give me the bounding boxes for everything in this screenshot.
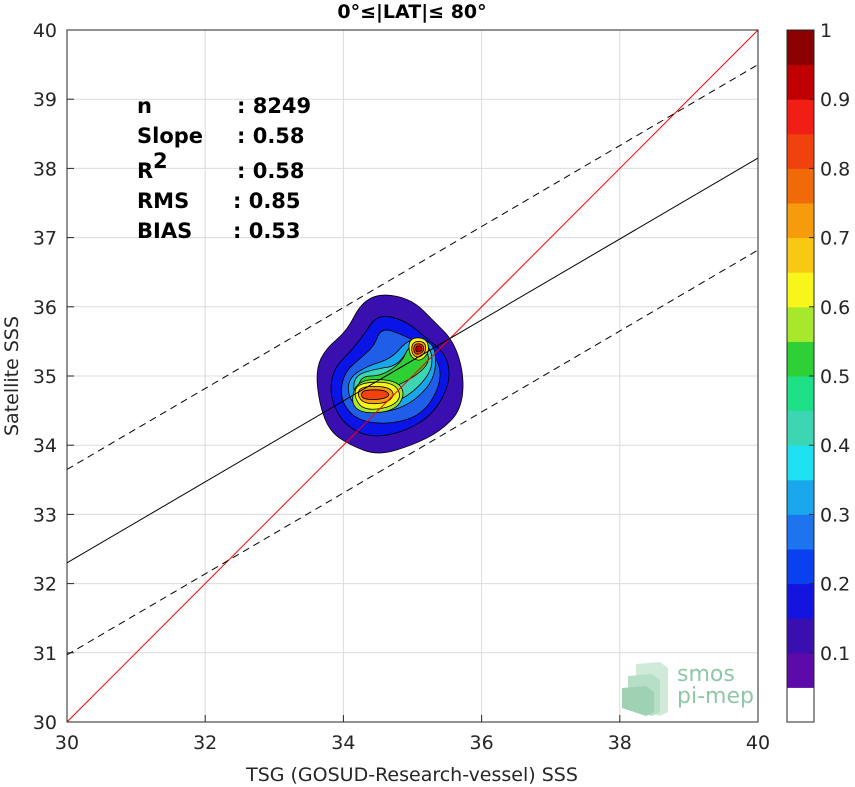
stat-value: : 0.58	[237, 124, 305, 148]
colorbar-band	[787, 376, 814, 412]
colorbar-band	[787, 237, 814, 273]
colorbar-band	[787, 479, 814, 515]
colorbar-tick-label: 0.5	[820, 366, 850, 388]
stat-superscript: 2	[153, 149, 168, 173]
stat-label: BIAS	[137, 219, 192, 243]
colorbar-band	[787, 64, 814, 100]
colorbar-tick-label: 0.7	[820, 228, 850, 250]
x-tick-label: 40	[746, 732, 770, 754]
y-tick-label: 30	[33, 712, 57, 734]
colorbar-band	[787, 445, 814, 481]
y-tick-label: 36	[33, 297, 57, 319]
smos-pimep-logo: smos pi-mep	[622, 662, 754, 716]
colorbar-band	[787, 203, 814, 239]
colorbar-band	[787, 410, 814, 446]
colorbar-tick-label: 0.3	[820, 504, 850, 526]
colorbar-band	[787, 583, 814, 619]
colorbar-band	[787, 133, 814, 169]
colorbar-band	[787, 514, 814, 550]
stat-value: : 8249	[237, 94, 311, 118]
y-tick-label: 34	[33, 435, 57, 457]
y-axis-label: Satellite SSS	[1, 316, 23, 436]
y-tick-label: 32	[33, 574, 57, 596]
colorbar-band	[787, 306, 814, 342]
stat-value: : 0.58	[237, 159, 305, 183]
colorbar	[786, 29, 815, 723]
density-contour	[415, 345, 423, 353]
y-tick-label: 40	[33, 20, 57, 42]
logo-text-smos: smos	[677, 662, 735, 687]
chart-title: 0°≤|LAT|≤ 80°	[337, 1, 486, 23]
fit-lines	[67, 30, 758, 722]
y-tick-label: 37	[33, 228, 57, 250]
x-tick-label: 32	[193, 732, 217, 754]
colorbar-tick-label: 0.6	[820, 297, 850, 319]
colorbar-band	[787, 341, 814, 377]
x-tick-label: 34	[331, 732, 355, 754]
colorbar-band	[787, 618, 814, 654]
regression-line	[67, 157, 758, 564]
logo-waves-icon	[622, 662, 668, 716]
colorbar-ticks: 0.1 0.2 0.3 0.4 0.5 0.6 0.7 0.8 0.9 1	[809, 20, 850, 665]
y-tick-label: 39	[33, 89, 57, 111]
stat-label: R	[137, 159, 153, 183]
colorbar-tick-label: 1	[820, 20, 832, 42]
x-axis-ticks: 30 32 34 36 38 40	[55, 715, 770, 754]
colorbar-band	[787, 99, 814, 135]
colorbar-band	[787, 549, 814, 585]
colorbar-band	[787, 272, 814, 308]
colorbar-band	[787, 687, 814, 723]
colorbar-tick-label: 0.4	[820, 435, 850, 457]
stats-box: n : 8249 Slope : 0.58 R 2 : 0.58 RMS : 0.85 BIAS:…	[137, 94, 311, 243]
y-tick-label: 31	[33, 643, 57, 665]
upper-bound-line	[67, 64, 758, 470]
colorbar-tick-label: 0.1	[820, 643, 850, 665]
stat-label: RMS	[137, 189, 189, 213]
density-contour	[361, 389, 390, 400]
colorbar-tick-label: 0.9	[820, 89, 850, 111]
stat-label: n	[137, 94, 152, 118]
lower-bound-line	[67, 249, 758, 656]
stat-value: : 0.53	[233, 219, 301, 243]
colorbar-tick-label: 0.2	[820, 574, 850, 596]
stat-label: Slope	[137, 124, 203, 148]
y-tick-label: 33	[33, 504, 57, 526]
y-tick-label: 35	[33, 366, 57, 388]
colorbar-band	[787, 30, 814, 66]
y-tick-label: 38	[33, 158, 57, 180]
x-tick-label: 38	[608, 732, 632, 754]
one-to-one-line	[67, 30, 758, 722]
x-tick-label: 36	[470, 732, 494, 754]
x-tick-label: 30	[55, 732, 79, 754]
stat-value: : 0.85	[233, 189, 301, 213]
colorbar-band	[787, 168, 814, 204]
logo-text-pimep: pi-mep	[677, 684, 754, 709]
colorbar-tick-label: 0.8	[820, 158, 850, 180]
colorbar-band	[787, 652, 814, 688]
x-axis-label: TSG (GOSUD-Research-vessel) SSS	[245, 764, 578, 786]
y-axis-ticks: 30 31 32 33 34 35 36 37 38 39 40	[33, 20, 74, 734]
